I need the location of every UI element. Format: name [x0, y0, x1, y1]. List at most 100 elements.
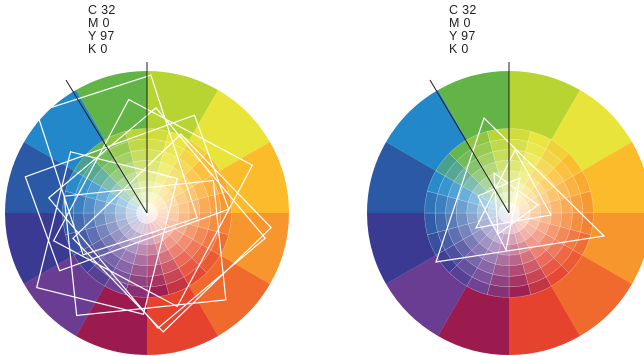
wheel-cell	[120, 249, 137, 265]
wheel-cell	[516, 197, 528, 209]
wheel-cell	[114, 258, 134, 275]
wheel-cell	[540, 148, 562, 169]
wheel-cell	[508, 253, 523, 267]
wheel-cell	[109, 141, 131, 159]
wheel-segment	[551, 90, 632, 171]
wheel-cell	[427, 170, 446, 195]
overlay-rectangle	[72, 133, 272, 333]
wheel-cell	[508, 212, 520, 217]
wheel-cell	[553, 160, 574, 182]
yellow-value: Y 97	[449, 29, 476, 43]
wheel-cell	[94, 148, 116, 169]
wheel-cell	[85, 180, 102, 200]
cyan-value: C 32	[88, 3, 116, 17]
wheel-cell	[178, 257, 200, 278]
yellow-value: Y 97	[88, 29, 115, 43]
wheel-cell	[197, 196, 211, 214]
wheel-segment	[147, 71, 218, 140]
wheel-cell	[549, 199, 563, 214]
wheel-cell	[545, 186, 561, 203]
wheel-cell	[125, 207, 138, 214]
wheel-cell	[522, 151, 542, 168]
wheel-cell	[146, 149, 164, 163]
wheel-segment	[220, 213, 289, 284]
wheel-cell	[572, 231, 591, 256]
wheel-cell	[183, 186, 199, 203]
pointer-line	[65, 79, 148, 214]
wheel-cell	[146, 128, 170, 142]
wheel-cell	[192, 226, 209, 246]
wheel-cell	[525, 267, 547, 285]
wheel-segment	[509, 286, 580, 355]
wheel-cell	[559, 212, 573, 230]
wheel-cell	[154, 197, 166, 209]
overlay-rectangle	[47, 107, 267, 329]
wheel-cell	[65, 170, 84, 195]
wheel-cell	[519, 185, 532, 199]
wheel-cell	[457, 223, 473, 240]
wheel-cell	[447, 180, 464, 200]
color-label-left: C 32 M 0 Y 97 K 0	[88, 4, 116, 56]
wheel-cell	[554, 226, 571, 246]
wheel-cell	[508, 209, 520, 214]
wheel-segment	[24, 255, 105, 336]
wheel-cell	[146, 212, 151, 224]
wheel-cell	[508, 263, 526, 277]
wheel-cell	[531, 182, 546, 198]
wheel-cell	[114, 151, 134, 168]
color-wheel-right	[367, 62, 644, 355]
wheel-cell	[466, 276, 491, 295]
wheel-segment	[438, 286, 509, 355]
wheel-cell	[518, 212, 531, 219]
cyan-value: C 32	[449, 3, 477, 17]
overlay-rectangle	[63, 179, 227, 317]
wheel-cell	[545, 239, 565, 259]
wheel-cell	[444, 160, 465, 182]
wheel-segment	[147, 286, 218, 355]
wheel-segment	[76, 286, 147, 355]
wheel-cell	[563, 175, 581, 197]
wheel-segment	[386, 90, 467, 171]
wheel-cell	[478, 235, 494, 250]
wheel-cell	[478, 218, 492, 230]
wheel-cell	[492, 263, 510, 277]
magenta-value: M 0	[449, 16, 471, 30]
wheel-segment	[5, 142, 74, 213]
wheel-cell	[492, 182, 504, 196]
overlay-rectangle	[36, 74, 198, 256]
wheel-cell	[527, 131, 552, 150]
wheel-segment	[509, 71, 580, 140]
wheel-segment	[551, 255, 632, 336]
wheel-cell	[466, 201, 479, 214]
wheel-cell	[444, 244, 465, 266]
overlay-triangle	[477, 177, 521, 252]
wheel-cell	[476, 151, 496, 168]
wheel-cell	[116, 196, 130, 208]
overlay-triangle	[493, 171, 540, 236]
color-wheel-left	[5, 62, 289, 355]
wheel-cell	[95, 223, 111, 240]
wheel-segment	[76, 71, 147, 140]
black-value: K 0	[88, 42, 108, 56]
wheel-segment	[386, 255, 467, 336]
wheel-cell	[540, 257, 562, 278]
overlay-rectangle	[35, 151, 179, 315]
wheel-segment	[582, 142, 644, 213]
wheel-segment	[367, 213, 436, 284]
wheel-cell	[163, 267, 185, 285]
wheel-cell	[457, 186, 473, 203]
overlay-rectangle	[52, 98, 254, 308]
wheel-cell	[455, 212, 469, 227]
wheel-cell	[146, 170, 159, 183]
wheel-segment	[367, 142, 436, 213]
pointer-line	[429, 79, 510, 214]
wheel-cell	[472, 228, 487, 244]
wheel-cell	[128, 217, 140, 229]
wheel-cell	[165, 131, 190, 150]
wheel-cell	[486, 284, 510, 298]
wheel-cell	[160, 151, 180, 168]
wheel-cell	[519, 249, 536, 265]
wheel-segment	[220, 142, 289, 213]
wheel-cell	[462, 175, 480, 193]
